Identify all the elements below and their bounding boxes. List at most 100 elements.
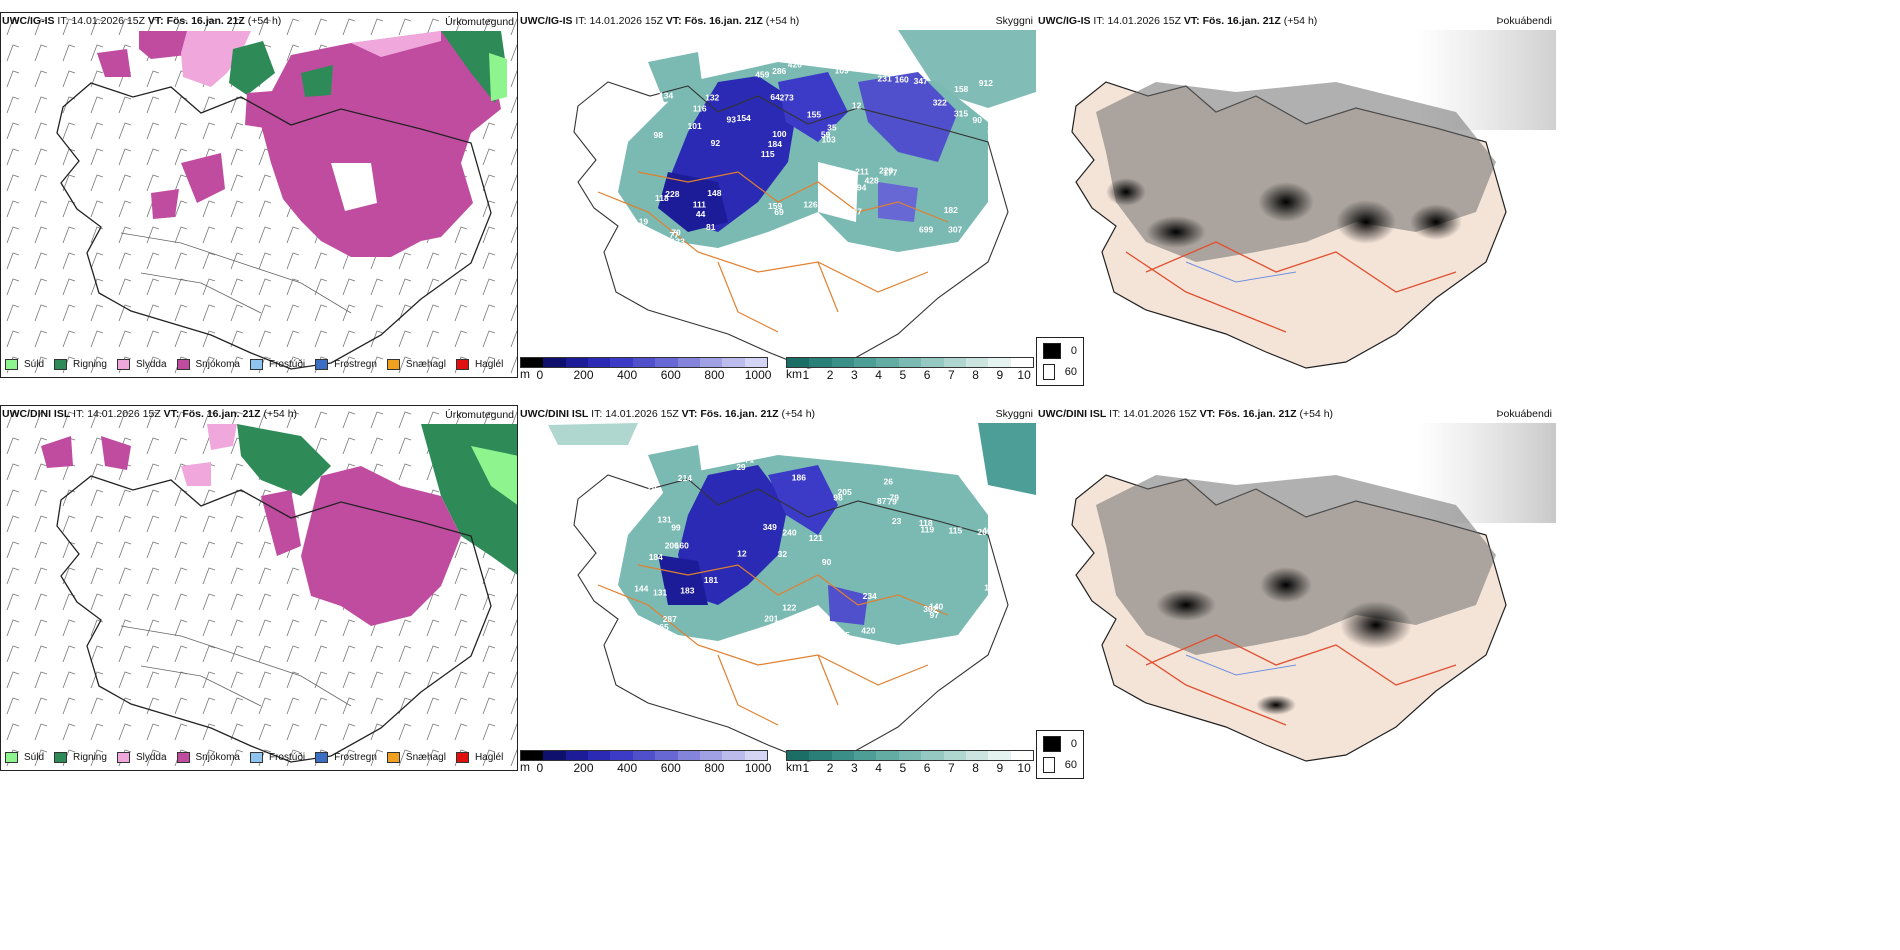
colorbar-segment [921,358,944,367]
cloud-height-label: 99 [671,522,681,532]
precip-legend-swatch [116,359,130,370]
colorbar-tick-label: 9 [996,368,1004,382]
cloud-height-label: 286 [772,66,786,76]
cloud-height-label: 94 [857,183,867,193]
colorbar-tick-label: 1000 [744,761,772,775]
visibility-colorbar-ticks: 1 2 3 4 5 6 7 8 9 10 [786,761,1034,775]
visibility-unit: km [786,367,802,381]
visibility-colorbar-scale [786,357,1034,368]
lead-time: (+54 h) [263,408,298,420]
cloud-height-label: 97 [930,610,940,620]
colorbar-segment [588,358,611,367]
precip-legend-label: Súld [24,752,45,763]
header-precip-igis: UWC/IG-IS IT: 14.01.2026 15Z VT: Fös. 16… [2,15,281,27]
colorbar-tick-label: 4 [875,368,882,382]
precip-legend-item: Snæhagl [386,359,446,370]
cloud-height-label: 122 [782,603,796,613]
colorbar-segment [632,751,656,760]
it-label: IT: [57,15,69,27]
cloud-ceiling-map-dini: 7126203290160738718498121652912119155122… [548,423,1036,762]
precip-legend-swatch [249,752,263,763]
cloud-height-label: 72 [642,228,652,238]
colorbar-tick-label: 7 [947,368,955,382]
precip-legend-swatch [455,359,469,370]
colorbar-segment [588,751,611,760]
colorbar-segment [988,358,1011,367]
cloud-ceiling-panel-dini: 71 26 20 32 90 160 73 87 184 98 121 65 29 12 119 155 122… [518,405,1036,771]
colorbar-segment [677,751,700,760]
precip-legend-swatch [386,752,400,763]
cloud-height-label: 118 [919,518,933,528]
precip-type-panel-igis: Úrkomutegund Súld Rigning Slydda Snjókoma Fr… [0,12,518,378]
it-label: IT: [73,408,85,420]
colorbar-segment [744,358,767,367]
colorbar-tick-label: 1 [802,368,810,382]
cloud-height-label: 186 [792,473,806,483]
cloud-height-label: -79 [887,493,900,503]
fog-label-60: 60 [1064,759,1077,771]
colorbar-tick-label: 2 [826,368,834,382]
colorbar-segment [610,751,633,760]
colorbar-segment [831,751,855,760]
cloud-height-label: 119 [827,631,841,641]
vt-value: Fös. 16.jan. 21Z [700,408,779,420]
cloud-height-label: 98 [833,493,843,503]
precip-legend-swatch [386,359,400,370]
precip-legend-item: Súld [5,752,44,763]
precip-legend-label: Rigning [73,752,107,763]
precip-legend-item: Slydda [116,359,167,370]
cloud-height-label: 131 [657,514,671,524]
colorbar-segment [854,751,877,760]
header-fog-dini: UWC/DINI ISL IT: 14.01.2026 15Z VT: Fös.… [1038,408,1333,420]
colorbar-tick-label: 6 [923,368,931,382]
colorbar-tick-label: 3 [850,761,858,775]
visibility-unit: km [786,760,802,774]
precip-legend-item: Snjókoma [176,752,240,763]
height-colorbar-dini: 0 200 400 600 800 1000 m [520,750,771,775]
cloud-height-label: 87 [877,496,887,506]
fog-legend-igis: 0 60 [1036,337,1084,386]
it-value: 14.01.2026 15Z [1107,15,1181,27]
cloud-ceiling-map-igis: 307 98 158 115 12 70 64 155 228 154 19 44 273 35 177 13… [573,30,1036,369]
model-name: UWC/DINI ISL [520,408,589,420]
vt-label: VT: [1199,408,1216,420]
cloud-height-label: 12 [852,101,862,111]
cloud-height-label: 206 [665,541,679,551]
cloud-height-label: 307 [848,207,862,217]
colorbar-tick-label: 4 [875,761,882,775]
cloud-height-label: 287 [663,614,677,624]
precip-legend-igis: Súld Rigning Slydda Snjókoma Frostúði Frostre… [5,359,513,370]
precip-legend-swatch [176,752,190,763]
cloud-height-label: 100 [772,129,786,139]
colorbar-tick-label: 800 [704,368,725,382]
header-cloud-dini: UWC/DINI ISL IT: 14.01.2026 15Z VT: Fös.… [520,408,815,420]
cloud-height-label: 158 [954,84,968,94]
it-label: IT: [591,408,603,420]
cloud-height-label: 111 [693,200,707,210]
height-unit: m [520,367,530,381]
colorbar-tick-label: 400 [617,761,638,775]
cloud-ceiling-panel-igis: 307 98 158 115 12 70 64 155 228 154 19 44 273 35 177 13… [518,12,1036,378]
colorbar-segment [809,751,832,760]
colorbar-tick-label: 8 [972,368,979,382]
cloud-height-label: 73 [647,482,657,492]
it-value: 14.01.2026 15Z [71,15,145,27]
cloud-height-label: 140 [929,602,943,612]
cloud-height-label: 184 [768,139,782,149]
precip-legend-swatch [249,359,263,370]
cloud-height-label: 349 [763,522,777,532]
model-name: UWC/IG-IS [2,15,55,27]
fog-index-panel-dini: Þokuábendi [1036,405,1556,771]
colorbar-tick-label: 3 [850,368,858,382]
precip-legend-label: Frostregn [334,359,377,370]
cloud-height-label: 154 [984,582,998,592]
cloud-height-label: 699 [919,224,933,234]
precip-legend-item: Snæhagl [386,752,446,763]
cloud-height-label: 347 [914,76,928,86]
it-value: 14.01.2026 15Z [1123,408,1197,420]
colorbar-tick-label: 6 [923,761,931,775]
fog-legend-item: 60 [1043,757,1077,773]
colorbar-tick-label: 200 [573,761,594,775]
cloud-height-label: 183 [680,586,694,596]
colorbar-segment [543,358,566,367]
